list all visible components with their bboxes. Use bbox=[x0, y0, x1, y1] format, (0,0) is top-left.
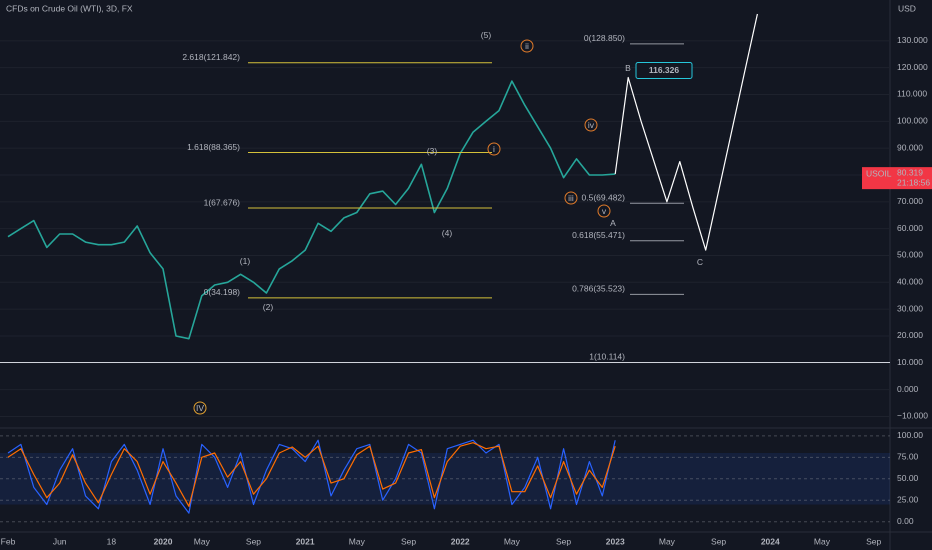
series-line bbox=[7, 80, 616, 340]
x-tick-label: 2020 bbox=[154, 536, 173, 546]
y-tick-label: 120.000 bbox=[897, 62, 928, 72]
wave-label: iv bbox=[588, 120, 595, 130]
x-tick-label: 2021 bbox=[296, 536, 315, 546]
wave-label: (1) bbox=[240, 256, 251, 266]
y-tick-label: 100.000 bbox=[897, 116, 928, 126]
series-line bbox=[7, 442, 616, 507]
wave-label: IV bbox=[196, 403, 204, 413]
y-tick-label: 110.000 bbox=[897, 89, 927, 99]
wave-label: (2) bbox=[263, 302, 274, 312]
y-tick-label: 60.000 bbox=[897, 223, 923, 233]
chart-title: CFDs on Crude Oil (WTI), 3D, FX bbox=[6, 3, 133, 13]
x-tick-label: 2024 bbox=[761, 536, 780, 546]
y-tick-label: 50.00 bbox=[897, 473, 919, 483]
fib-label: 0.618(55.471) bbox=[572, 230, 625, 240]
fib-label: 0(128.850) bbox=[584, 33, 625, 43]
y-tick-label: 70.000 bbox=[897, 196, 923, 206]
target-box bbox=[635, 62, 693, 80]
series-line bbox=[614, 13, 758, 251]
wave-circle bbox=[193, 401, 207, 415]
wave-circle bbox=[584, 118, 598, 132]
x-tick-label: May bbox=[659, 536, 676, 546]
y-tick-label: 20.000 bbox=[897, 330, 923, 340]
y-tick-label: 130.000 bbox=[897, 35, 928, 45]
wave-label: C bbox=[697, 257, 703, 267]
x-tick-label: 2023 bbox=[606, 536, 625, 546]
y-tick-label: 100.00 bbox=[897, 430, 923, 440]
fib-label: 1.618(88.365) bbox=[187, 142, 240, 152]
y-tick-label: 0.000 bbox=[897, 384, 919, 394]
wave-circle bbox=[597, 204, 611, 218]
fib-label: 1(10.114) bbox=[589, 352, 625, 362]
wave-circle bbox=[564, 191, 578, 205]
price-tag bbox=[862, 167, 932, 190]
x-tick-label: May bbox=[814, 536, 831, 546]
currency: USD bbox=[898, 3, 916, 13]
wave-label: v bbox=[602, 206, 607, 216]
symbol-label: USOIL bbox=[866, 168, 892, 178]
x-tick-label: Sep bbox=[866, 536, 881, 546]
x-tick-label: Sep bbox=[401, 536, 416, 546]
y-tick-label: −10.000 bbox=[897, 411, 928, 421]
y-tick-label: 0.00 bbox=[897, 516, 914, 526]
y-tick-label: 90.000 bbox=[897, 142, 923, 152]
series-line bbox=[7, 439, 616, 514]
wave-circle bbox=[487, 142, 501, 156]
wave-label: (5) bbox=[481, 30, 492, 40]
wave-label: (3) bbox=[427, 146, 438, 156]
wave-label: i bbox=[493, 144, 495, 154]
wave-label: A bbox=[610, 218, 616, 228]
x-tick-label: Sep bbox=[556, 536, 571, 546]
x-tick-label: May bbox=[349, 536, 366, 546]
fib-label: 0.5(69.482) bbox=[582, 192, 626, 202]
fib-label: 1(67.676) bbox=[204, 197, 241, 207]
y-tick-label: 30.000 bbox=[897, 303, 923, 313]
wave-label: ii bbox=[525, 41, 529, 51]
wave-label: (4) bbox=[442, 228, 453, 238]
wave-label: iii bbox=[568, 193, 574, 203]
x-tick-label: Sep bbox=[246, 536, 261, 546]
last-price: 80.319 bbox=[897, 167, 923, 177]
wave-circle bbox=[520, 39, 534, 53]
y-tick-label: 10.000 bbox=[897, 357, 923, 367]
x-tick-label: Feb bbox=[1, 536, 16, 546]
target-label: 116.326 bbox=[649, 65, 680, 75]
x-tick-label: Sep bbox=[711, 536, 726, 546]
fib-label: 0.786(35.523) bbox=[572, 284, 625, 294]
countdown: 21:18:56 bbox=[897, 177, 930, 187]
y-tick-label: 40.000 bbox=[897, 277, 923, 287]
fib-label: 2.618(121.842) bbox=[182, 52, 240, 62]
fib-label: 0(34.198) bbox=[204, 287, 241, 297]
x-tick-label: Jun bbox=[53, 536, 67, 546]
x-tick-label: 2022 bbox=[451, 536, 470, 546]
x-tick-label: May bbox=[194, 536, 211, 546]
x-tick-label: 18 bbox=[107, 536, 117, 546]
y-tick-label: 50.000 bbox=[897, 250, 923, 260]
x-tick-label: May bbox=[504, 536, 521, 546]
y-tick-label: 75.00 bbox=[897, 452, 919, 462]
y-tick-label: 25.00 bbox=[897, 494, 919, 504]
wave-label: B bbox=[625, 63, 631, 73]
